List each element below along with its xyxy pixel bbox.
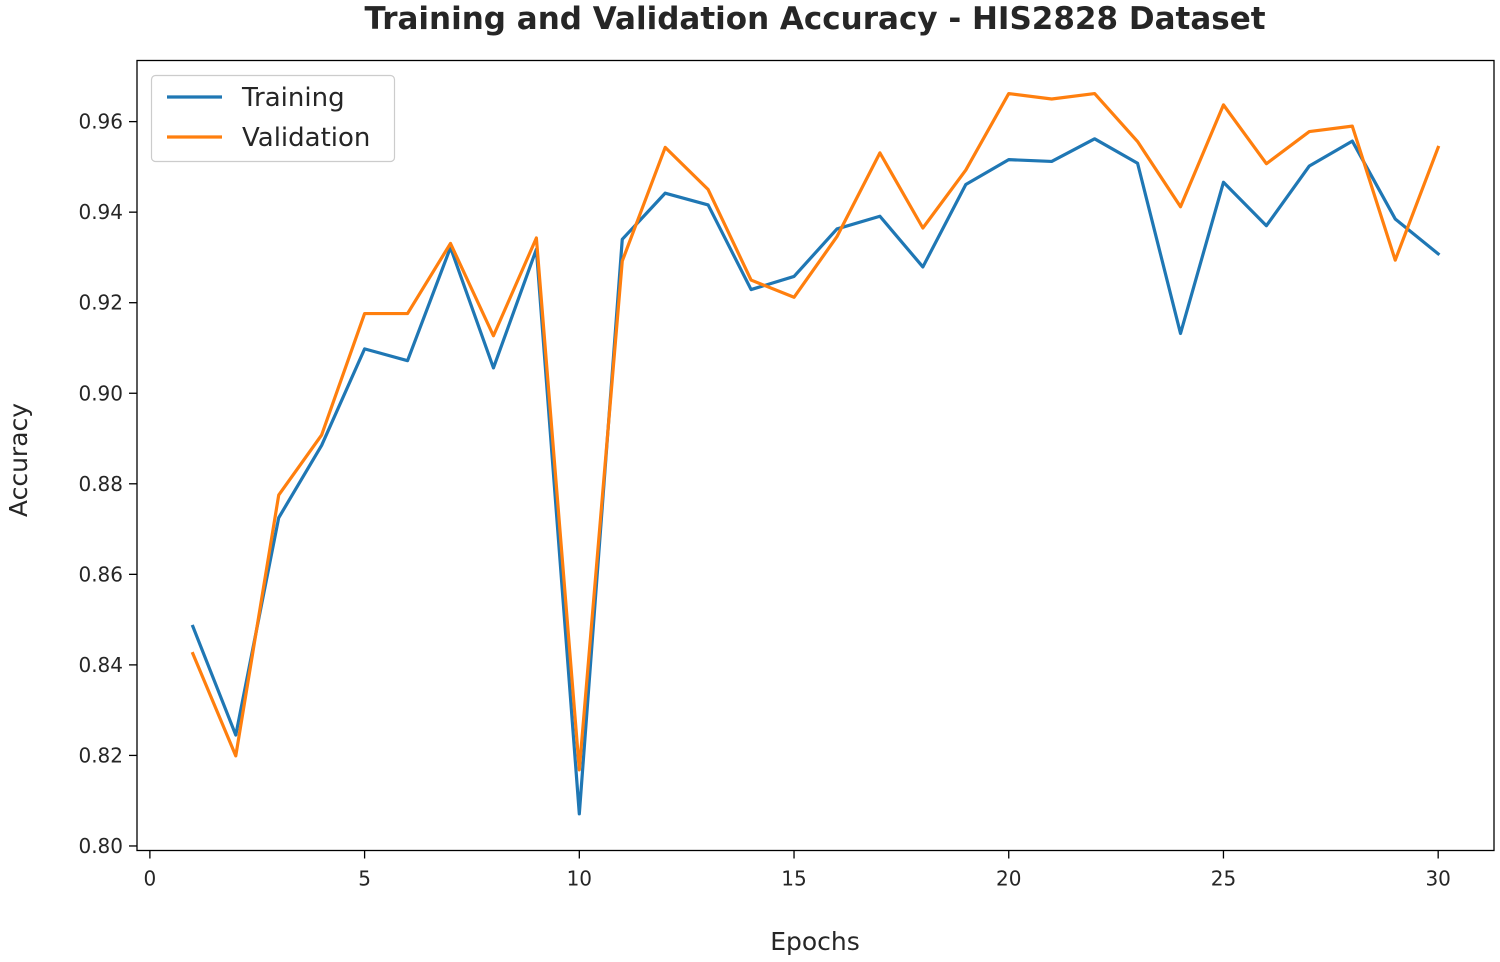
legend: Training Validation [150, 74, 396, 163]
x-tick-label: 30 [1425, 867, 1450, 891]
chart-title: Training and Validation Accuracy - HIS28… [364, 1, 1265, 37]
y-tick-label: 0.96 [78, 110, 123, 134]
y-tick-label: 0.90 [78, 381, 123, 405]
series-line-training [190, 137, 1441, 816]
y-tick-label: 0.92 [78, 291, 123, 315]
series-line-validation [190, 91, 1441, 772]
y-tick-label: 0.94 [78, 200, 123, 224]
plot-area [190, 91, 1441, 816]
x-tick-label: 0 [144, 867, 157, 891]
x-tick-label: 5 [358, 867, 371, 891]
y-tick-label: 0.84 [78, 653, 123, 677]
x-tick-label: 15 [781, 867, 806, 891]
axes-ticks: 0 5 10 15 20 25 30 0.80 0.82 0.84 0.86 0.88 0.90 0.92… [78, 110, 1450, 891]
x-axis-label: Epochs [770, 927, 860, 956]
y-tick-label: 0.80 [78, 834, 123, 858]
x-tick-label: 10 [567, 867, 592, 891]
legend-label-validation: Validation [242, 123, 370, 153]
x-tick-label: 20 [996, 867, 1021, 891]
y-tick-label: 0.82 [78, 743, 123, 767]
y-axis-label: Accuracy [4, 403, 33, 517]
y-tick-label: 0.86 [78, 562, 123, 586]
x-tick-label: 25 [1211, 867, 1236, 891]
legend-label-training: Training [241, 83, 345, 113]
y-tick-label: 0.88 [78, 472, 123, 496]
plot-frame [136, 59, 1495, 852]
